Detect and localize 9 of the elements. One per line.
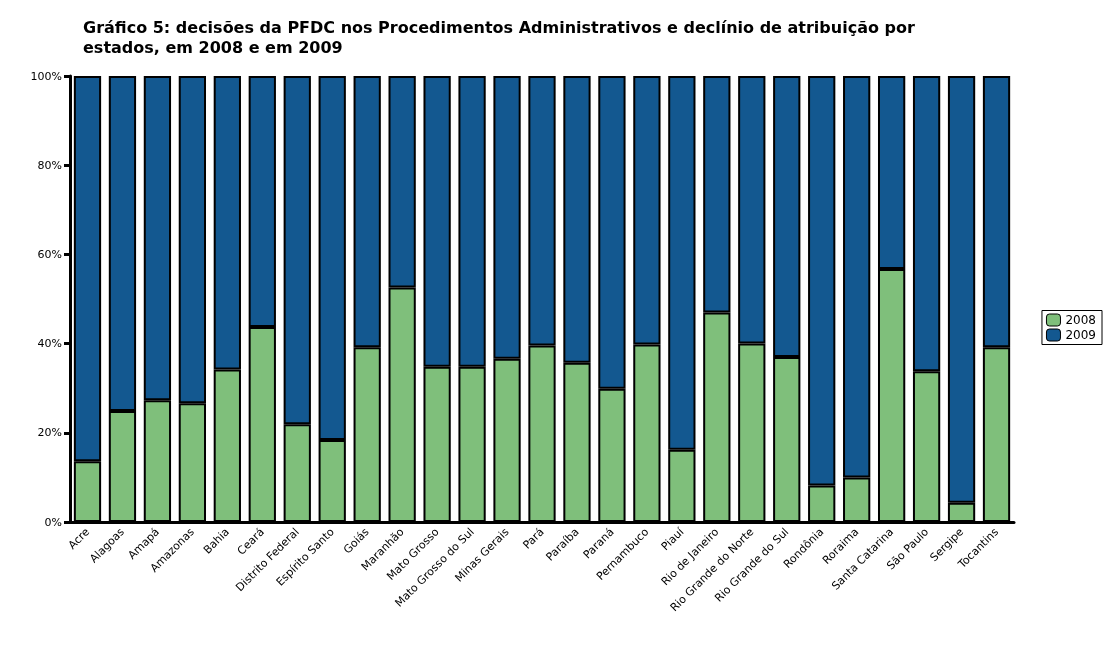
legend-label: 2008 [1065, 313, 1097, 327]
y-tick-label: 20% [37, 426, 62, 440]
y-tick-label: 0% [44, 515, 62, 529]
y-tick-label: 80% [37, 158, 62, 172]
y-tick-label: 40% [37, 337, 62, 351]
y-tick-label: 60% [37, 247, 62, 261]
y-tick-label: 100% [30, 69, 62, 83]
chart-title: Gráfico 5: decisões da PFDC nos Procedimentos Administrativos e declínio de atribuição por estados, em 2008 e em 2009 [83, 17, 921, 57]
legend-label: 2009 [1065, 328, 1097, 342]
